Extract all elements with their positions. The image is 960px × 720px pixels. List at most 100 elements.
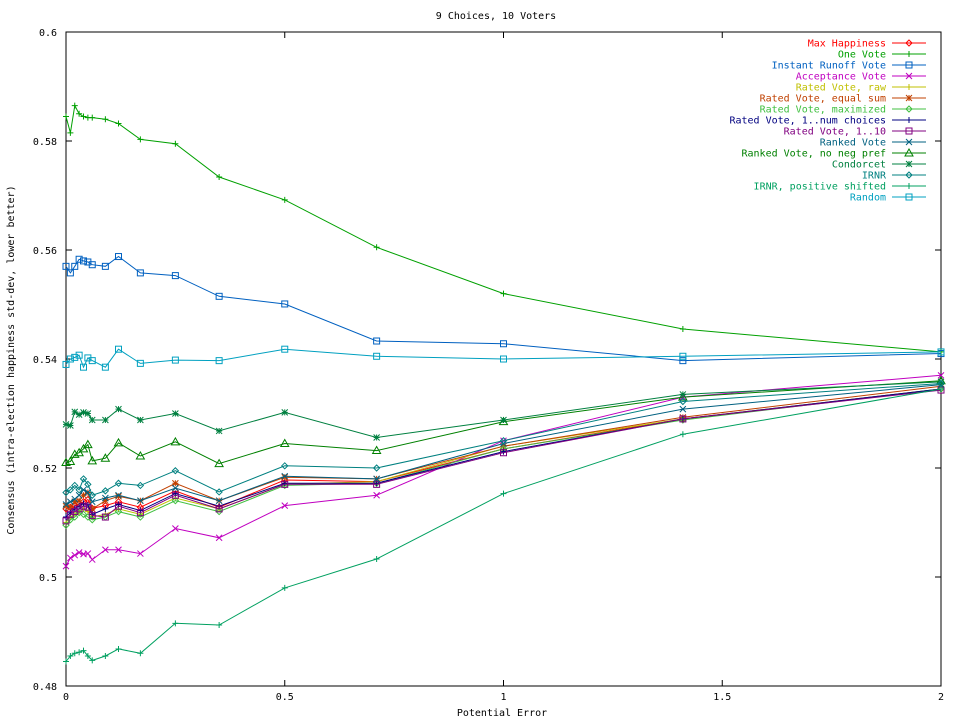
data-point — [79, 475, 88, 483]
data-point — [67, 503, 74, 511]
data-point — [906, 84, 912, 90]
series-line — [65, 388, 942, 526]
series-irnr-positive-shifted — [63, 385, 944, 665]
data-point — [62, 502, 70, 510]
data-point — [171, 356, 179, 364]
data-point — [905, 72, 913, 80]
data-point — [373, 352, 381, 360]
data-point — [373, 491, 380, 499]
data-point — [215, 357, 223, 365]
data-point — [172, 479, 179, 487]
legend-item: Random — [850, 193, 926, 204]
legend-label: Ranked Vote, no neg pref — [742, 149, 887, 160]
data-point — [115, 491, 122, 499]
x-tick-label: 1 — [500, 692, 506, 703]
data-point — [71, 481, 79, 490]
data-point — [500, 355, 507, 363]
legend-item: Rated Vote, raw — [796, 83, 926, 94]
data-point — [114, 479, 123, 487]
data-point — [88, 416, 96, 424]
data-point — [172, 525, 179, 532]
y-axis: 0.48 0.5 0.52 0.54 0.56 0.58 0.6 — [33, 28, 941, 693]
data-point — [71, 650, 78, 657]
data-point — [281, 480, 289, 488]
data-point — [63, 658, 69, 665]
data-point — [113, 437, 124, 447]
series-random — [62, 345, 945, 371]
data-point — [75, 486, 83, 494]
data-point — [67, 653, 74, 660]
data-point — [66, 269, 74, 277]
data-point — [75, 497, 83, 505]
data-point — [89, 657, 96, 664]
y-tick-label: 0.52 — [33, 464, 57, 475]
y-axis-label: Consensus (intra-election happiness std-… — [6, 185, 17, 534]
data-point — [904, 147, 914, 157]
legend-item: IRNR — [862, 171, 926, 182]
legend-item: Acceptance Vote — [796, 72, 926, 83]
data-point — [75, 491, 83, 499]
data-point — [67, 498, 74, 506]
data-point — [905, 39, 913, 47]
data-point — [679, 357, 687, 365]
data-point — [71, 353, 79, 361]
data-point — [62, 488, 70, 497]
series-line — [65, 380, 942, 465]
data-point — [115, 345, 122, 353]
data-point — [80, 502, 87, 510]
data-point — [373, 244, 380, 251]
data-point — [215, 507, 223, 516]
data-point — [76, 110, 83, 117]
data-point — [115, 405, 122, 413]
series-ranked-vote-no-neg-pref — [61, 375, 946, 468]
series-rated-vote-1-10 — [62, 386, 945, 525]
data-point — [172, 140, 179, 147]
data-point — [84, 653, 91, 660]
data-point — [679, 405, 687, 413]
data-point — [114, 507, 123, 516]
data-point — [216, 173, 223, 180]
data-point — [281, 502, 289, 509]
legend-item: Rated Vote, 1..num choices — [729, 116, 926, 127]
data-point — [215, 534, 223, 542]
series-instant-runoff-vote — [62, 253, 945, 365]
legend-label: Condorcet — [832, 160, 886, 171]
series-layer — [61, 102, 946, 665]
y-tick-label: 0.58 — [33, 137, 57, 148]
legend-label: Acceptance Vote — [796, 72, 886, 83]
data-point — [215, 488, 223, 496]
x-tick-label: 0.5 — [276, 692, 294, 703]
x-tick-label: 1.5 — [713, 692, 731, 703]
data-point — [373, 556, 380, 563]
data-point — [281, 472, 289, 480]
series-rated-vote-maximized — [62, 385, 945, 529]
data-point — [75, 411, 83, 418]
legend-item: Ranked Vote — [820, 138, 926, 149]
data-point — [84, 503, 92, 511]
data-point — [136, 269, 144, 277]
data-point — [62, 562, 70, 570]
data-point — [71, 513, 79, 521]
data-point — [75, 255, 83, 263]
data-point — [373, 337, 381, 345]
data-point — [172, 410, 179, 417]
legend-label: Rated Vote, 1..num choices — [729, 116, 886, 127]
data-point — [80, 409, 87, 416]
legend-label: Rated Vote, 1..10 — [784, 127, 886, 138]
data-point — [78, 443, 89, 453]
data-point — [500, 449, 507, 457]
data-point — [101, 487, 110, 495]
series-line — [65, 381, 942, 439]
data-point — [102, 546, 109, 554]
x-axis: 0 0.5 1 1.5 2 — [63, 32, 944, 703]
data-point — [215, 292, 223, 300]
data-point — [80, 113, 87, 120]
data-point — [215, 505, 223, 513]
y-tick-label: 0.5 — [39, 573, 57, 584]
data-point — [905, 94, 913, 102]
data-point — [71, 408, 79, 416]
data-point — [905, 171, 913, 179]
data-point — [373, 434, 380, 441]
data-point — [136, 359, 144, 367]
data-point — [88, 357, 96, 365]
